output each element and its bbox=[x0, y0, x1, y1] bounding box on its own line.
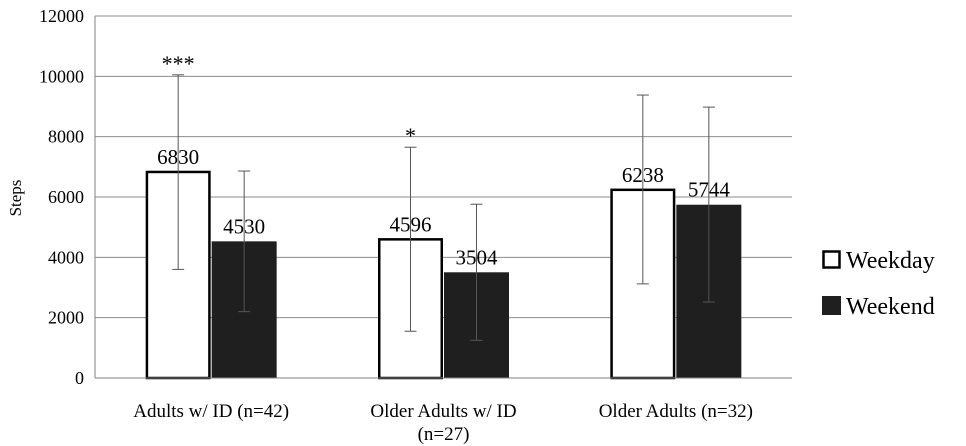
data-label: 4596 bbox=[390, 212, 432, 236]
value-labels: 6830 4530 *** 4596 3504 * 6238 5744 bbox=[157, 51, 730, 269]
significance-marker: *** bbox=[162, 51, 195, 76]
error-bars bbox=[172, 74, 715, 341]
legend-swatch-weekday bbox=[822, 250, 841, 269]
legend-label-weekday: Weekday bbox=[846, 248, 935, 274]
x-category-label: Older Adults (n=32) bbox=[599, 401, 753, 422]
legend: Weekday Weekend bbox=[822, 248, 935, 320]
legend-swatch-weekend bbox=[822, 296, 841, 315]
x-category-label: Older Adults w/ ID bbox=[370, 401, 516, 422]
data-label: 3504 bbox=[456, 245, 499, 269]
y-tick-label: 12000 bbox=[39, 6, 84, 26]
x-category-label: Adults w/ ID (n=42) bbox=[133, 401, 289, 422]
bars bbox=[145, 170, 742, 380]
gridlines bbox=[95, 15, 792, 319]
data-label: 5744 bbox=[688, 178, 731, 202]
legend-label-weekend: Weekend bbox=[846, 294, 935, 320]
y-axis: 0 2000 4000 6000 8000 10000 12000 bbox=[39, 6, 96, 388]
y-tick-label: 6000 bbox=[48, 187, 84, 207]
data-label: 4530 bbox=[223, 214, 265, 238]
significance-marker: * bbox=[405, 123, 416, 148]
y-tick-label: 4000 bbox=[48, 247, 84, 267]
y-tick-label: 0 bbox=[75, 368, 84, 388]
y-tick-label: 10000 bbox=[39, 66, 84, 86]
x-axis: Adults w/ ID (n=42) Older Adults w/ ID(n=… bbox=[95, 377, 792, 445]
data-label: 6830 bbox=[157, 145, 199, 169]
data-label: 6238 bbox=[622, 163, 664, 187]
x-category-label-line2: (n=27) bbox=[418, 424, 470, 445]
y-axis-title: Steps bbox=[6, 180, 25, 217]
y-tick-label: 2000 bbox=[48, 308, 84, 328]
y-tick-label: 8000 bbox=[48, 127, 84, 147]
